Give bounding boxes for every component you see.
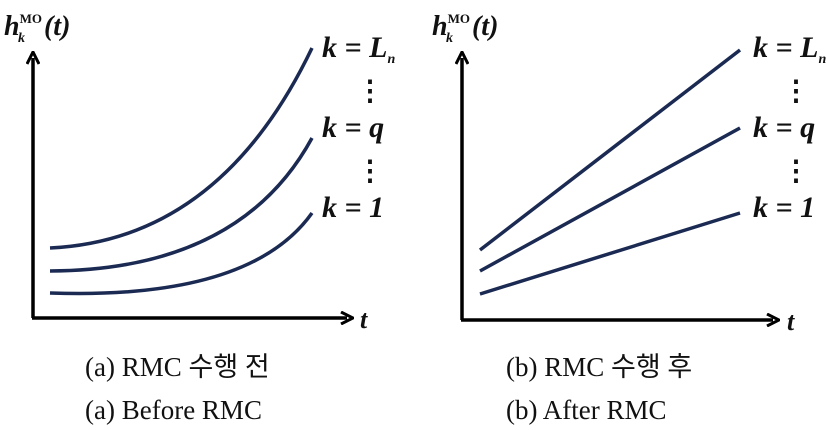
panel-a: hMO(t) k t k = Ln ⋮ k = q ⋮ k = 1 (a) RM… — [4, 11, 395, 425]
panel-a-curve-bottom — [49, 211, 314, 296]
panel-b-x-label: t — [787, 307, 795, 336]
panel-a-label-top: k = Ln — [322, 31, 395, 67]
panel-b-label-bottom: k = 1 — [753, 191, 815, 224]
panel-a-curve-top — [49, 47, 314, 250]
panel-b-label-middle: k = q — [753, 111, 815, 144]
panel-a-caption-ko: (a) RMC 수행 전 — [85, 352, 270, 382]
panel-a-label-middle: k = q — [322, 111, 384, 144]
panel-a-caption-en: (a) Before RMC — [85, 395, 262, 425]
panel-b-caption-ko: (b) RMC 수행 후 — [506, 352, 692, 382]
panel-b-line-top — [478, 48, 742, 252]
panel-a-x-label: t — [360, 305, 368, 334]
panel-b-ellipsis-1: ⋮ — [782, 76, 810, 107]
panel-b-label-top: k = Ln — [753, 31, 826, 67]
panel-a-label-bottom: k = 1 — [322, 191, 384, 224]
panel-a-axes — [32, 58, 347, 318]
panel-a-ellipsis-1: ⋮ — [356, 76, 384, 107]
panel-a-y-subscript: k — [18, 31, 25, 46]
panel-b-ellipsis-2: ⋮ — [782, 156, 810, 187]
panel-a-y-label: hMO(t) — [4, 11, 70, 42]
panel-b-y-label: hMO(t) — [432, 11, 498, 42]
panel-b-axes — [461, 58, 773, 320]
panel-b-line-middle — [479, 126, 741, 273]
panel-a-curve-middle — [49, 137, 314, 273]
panel-b-caption-en: (b) After RMC — [506, 395, 666, 425]
panel-a-ellipsis-2: ⋮ — [356, 156, 384, 187]
panel-b-line-bottom — [479, 211, 741, 296]
panel-b-y-subscript: k — [446, 31, 453, 46]
panel-b: hMO(t) k t k = Ln ⋮ k = q ⋮ k = 1 (b) RM… — [432, 11, 826, 425]
